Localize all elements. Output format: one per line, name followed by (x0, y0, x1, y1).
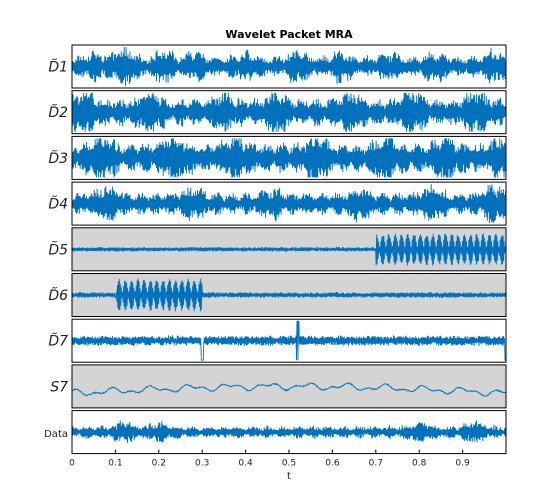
panel-label: D̃4 (48, 196, 68, 213)
panel-label: Data (44, 429, 68, 440)
panel-6: D̃6 (48, 273, 507, 317)
series-line (71, 320, 506, 361)
panel-frame (71, 135, 507, 180)
x-tick-label: 0.2 (152, 459, 166, 469)
series-line (71, 278, 507, 312)
panel-frame (71, 181, 507, 226)
x-tick-label: 0.6 (325, 459, 340, 469)
panel-frame (71, 227, 507, 272)
panel-5: D̃5 (48, 227, 507, 272)
panel-8: S7 (50, 364, 507, 409)
panel-label: D̃2 (48, 105, 68, 122)
panel-frame (71, 44, 507, 89)
panel-frame (71, 273, 507, 317)
panel-4: D̃4 (48, 181, 507, 226)
panel-label: D̃6 (48, 287, 68, 304)
panel-frame (71, 90, 507, 135)
x-tick-label: 0.3 (195, 459, 209, 469)
panel-label: D̃3 (48, 150, 68, 167)
panel-7: D̃7 (48, 318, 507, 363)
series-line (71, 46, 507, 87)
panel-9: Data (44, 410, 507, 455)
x-tick-label: 0.1 (108, 459, 122, 469)
panel-label: S7 (50, 379, 68, 395)
panel-label: D̃5 (48, 242, 68, 259)
panel-background (72, 364, 506, 408)
panel-1: D̃1 (48, 44, 507, 89)
panel-2: D̃2 (48, 90, 507, 135)
panel-label: D̃7 (48, 333, 68, 350)
panel-3: D̃3 (48, 135, 507, 180)
series-line (71, 138, 507, 178)
chart-title: Wavelet Packet MRA (225, 28, 353, 41)
x-axis-label: t (287, 471, 291, 482)
x-tick-label: 0.4 (238, 459, 253, 469)
x-tick-label: 0.5 (282, 459, 296, 469)
series-line (71, 420, 507, 443)
series-line (71, 184, 507, 224)
panel-label: D̃1 (48, 59, 68, 76)
x-tick-label: 0.7 (369, 459, 383, 469)
series-line (71, 233, 507, 266)
x-tick-label: 0 (69, 459, 75, 469)
series-line (71, 382, 507, 397)
panel-frame (71, 364, 507, 409)
x-tick-label: 0.8 (412, 459, 427, 469)
x-tick-label: 0.9 (455, 459, 470, 469)
series-line (71, 92, 507, 132)
panel-frame (71, 318, 507, 363)
